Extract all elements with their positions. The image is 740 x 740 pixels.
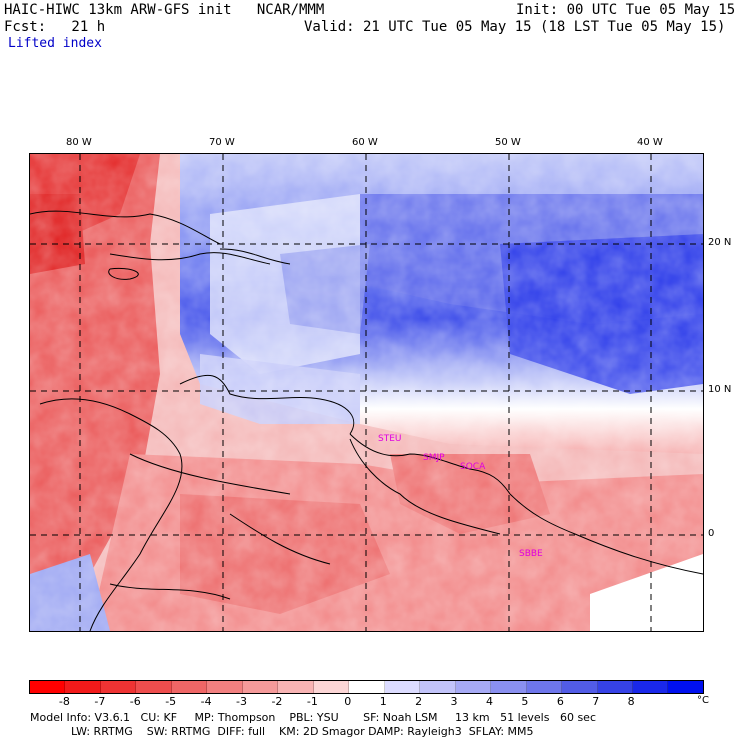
colorbar-label: -2 xyxy=(271,695,283,708)
colorbar-unit: °C xyxy=(697,695,709,706)
colorbar-label: 3 xyxy=(450,695,458,708)
colorbar-label: -6 xyxy=(129,695,141,708)
colorbar-swatch xyxy=(420,681,456,693)
colorbar-label: 0 xyxy=(344,695,352,708)
colorbar-label: 8 xyxy=(627,695,635,708)
colorbar-swatch xyxy=(384,681,421,693)
colorbar-label: -1 xyxy=(306,695,318,708)
lon-label-60w: 60 W xyxy=(352,137,378,148)
lon-label-80w: 80 W xyxy=(66,137,92,148)
model-info-line1: Model Info: V3.6.1 CU: KF MP: Thompson P… xyxy=(30,711,597,724)
colorbar-swatch xyxy=(136,681,172,693)
colorbar-label: 7 xyxy=(592,695,600,708)
station-smjp: SMJP xyxy=(423,453,445,463)
colorbar-swatch xyxy=(30,681,66,693)
colorbar-swatch xyxy=(597,681,633,693)
colorbar-label: 6 xyxy=(556,695,564,708)
colorbar-label: -8 xyxy=(58,695,70,708)
station-sbbe: SBBE xyxy=(519,549,543,559)
station-steu: STEU xyxy=(378,434,401,444)
valid-time: Valid: 21 UTC Tue 05 May 15 (18 LST Tue … xyxy=(304,19,726,35)
lifted-index-map: STEU SMJP SOCA SBBE xyxy=(29,153,704,632)
colorbar-label: 4 xyxy=(485,695,493,708)
colorbar-swatch xyxy=(278,681,314,693)
field-name: Lifted index xyxy=(8,36,102,51)
init-time: Init: 00 UTC Tue 05 May 15 xyxy=(516,2,736,18)
colorbar-swatch xyxy=(207,681,243,693)
colorbar-label: -5 xyxy=(165,695,177,708)
colorbar-swatch xyxy=(455,681,492,693)
colorbar-swatch xyxy=(171,681,208,693)
lon-label-70w: 70 W xyxy=(209,137,235,148)
colorbar-swatch xyxy=(313,681,350,693)
colorbar-swatch xyxy=(242,681,279,693)
map-canvas: STEU SMJP SOCA SBBE xyxy=(30,154,703,631)
lat-label-0: 0 xyxy=(708,528,715,539)
lat-label-10n: 10 N xyxy=(708,384,732,395)
lon-label-50w: 50 W xyxy=(495,137,521,148)
colorbar-swatch xyxy=(100,681,137,693)
colorbar-swatch xyxy=(349,681,385,693)
colorbar-swatch xyxy=(526,681,563,693)
forecast-hour: Fcst: 21 h xyxy=(4,19,106,35)
colorbar-label: 5 xyxy=(521,695,529,708)
chart-title: HAIC-HIWC 13km ARW-GFS init NCAR/MMM xyxy=(4,2,325,18)
colorbar-swatch xyxy=(562,681,598,693)
colorbar-label: -3 xyxy=(236,695,247,708)
colorbar-label: 2 xyxy=(415,695,423,708)
colorbar-label: 1 xyxy=(379,695,387,708)
colorbar-label: -7 xyxy=(94,695,106,708)
colorbar xyxy=(29,680,704,694)
colorbar-swatch xyxy=(668,681,703,693)
lon-label-40w: 40 W xyxy=(637,137,663,148)
station-soca: SOCA xyxy=(460,462,486,472)
model-info-line2: LW: RRTMG SW: RRTMG DIFF: full KM: 2D Sm… xyxy=(71,725,534,738)
colorbar-label: -4 xyxy=(200,695,212,708)
colorbar-swatch xyxy=(491,681,527,693)
lat-label-20n: 20 N xyxy=(708,237,732,248)
colorbar-swatch xyxy=(632,681,669,693)
colorbar-swatch xyxy=(65,681,101,693)
